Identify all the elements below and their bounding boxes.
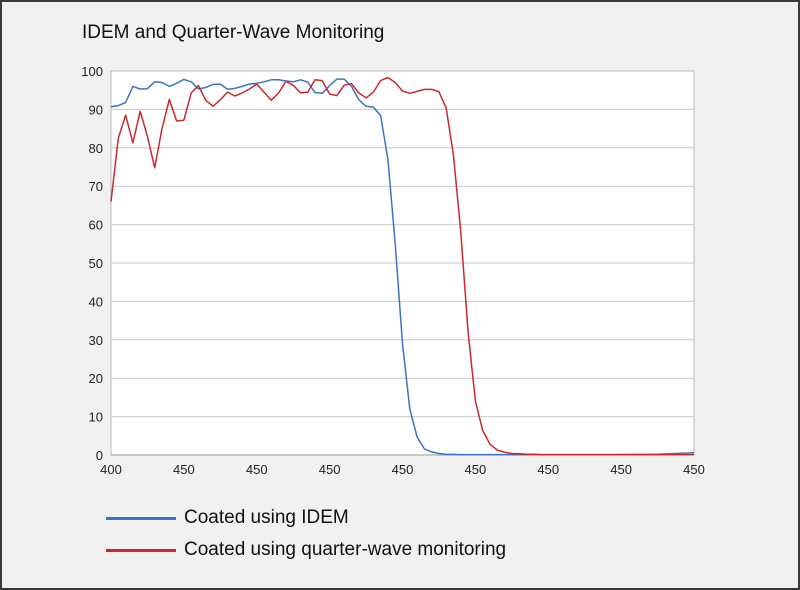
y-tick-label: 50: [89, 256, 103, 271]
y-tick-label: 80: [89, 141, 103, 156]
y-axis-tick-labels: 0 10 20 30 40 50 60 70 80 90 100: [81, 64, 103, 463]
y-tick-label: 40: [89, 294, 103, 309]
y-tick-label: 20: [89, 371, 103, 386]
x-tick-label: 450: [173, 462, 195, 477]
legend-swatch-quarter-wave: [106, 548, 176, 552]
x-tick-label: 450: [465, 462, 487, 477]
legend-label-quarter-wave: Coated using quarter-wave monitoring: [184, 539, 507, 560]
y-tick-label: 100: [81, 64, 103, 79]
x-tick-label: 400: [100, 462, 122, 477]
series-line-quarter-wave: [110, 76, 694, 456]
chart-title: IDEM and Quarter-Wave Monitoring: [82, 22, 385, 43]
y-tick-label: 30: [89, 333, 103, 348]
x-axis-tick-labels: 400 450 450 450 450 450 450 450 450: [100, 462, 705, 477]
legend-item-idem: Coated using IDEM: [106, 502, 506, 534]
x-tick-label: 450: [392, 462, 414, 477]
legend-swatch-idem: [106, 516, 176, 520]
y-tick-label: 10: [89, 410, 103, 425]
x-tick-label: 450: [246, 462, 268, 477]
y-tick-label: 70: [89, 179, 103, 194]
x-tick-label: 450: [683, 462, 705, 477]
legend-item-quarter-wave: Coated using quarter-wave monitoring: [106, 534, 506, 566]
y-tick-label: 60: [89, 218, 103, 233]
legend: Coated using IDEM Coated using quarter-w…: [106, 502, 506, 566]
legend-label-idem: Coated using IDEM: [184, 507, 349, 528]
x-tick-label: 450: [537, 462, 559, 477]
x-tick-label: 450: [319, 462, 341, 477]
y-tick-label: 0: [96, 448, 103, 463]
y-tick-label: 90: [89, 102, 103, 117]
series-lines: [110, 76, 695, 456]
series-line-idem: [110, 78, 695, 456]
x-tick-label: 450: [610, 462, 632, 477]
